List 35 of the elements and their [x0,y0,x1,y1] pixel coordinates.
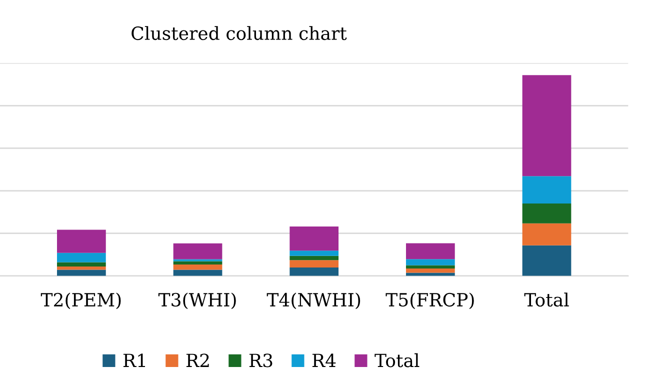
bar [406,243,455,260]
bar [173,243,222,260]
x-tick-label: T3(WHI) [158,292,236,310]
bar [406,265,455,268]
bar [522,176,572,204]
bar [173,264,222,270]
bar [173,270,222,276]
bar [406,259,455,266]
bar [57,230,106,253]
bar [290,226,339,251]
x-tick-label: T5(FRCP) [386,292,474,310]
legend-label: R2 [186,354,209,367]
bar [522,203,572,224]
bar [57,252,106,262]
x-tick-label: T2(PEM) [40,292,121,310]
bar [57,262,106,266]
bar [406,272,455,276]
bar [57,270,106,276]
bar [406,268,455,273]
bar [522,245,572,276]
legend-label: R1 [123,354,145,367]
bar [57,266,106,270]
bar [173,261,222,264]
bar [522,223,572,246]
legend-label: Total [374,353,420,368]
bar [290,256,339,260]
bar [290,260,339,268]
bar [522,75,572,176]
bar [290,250,339,256]
legend-label: R3 [249,354,272,368]
x-tick-label: T4(NWHI) [266,292,360,310]
x-tick-label: Total [524,292,569,307]
chart-title: Clustered column chart [132,26,347,40]
legend-label: R4 [312,354,336,367]
bar [290,267,339,276]
